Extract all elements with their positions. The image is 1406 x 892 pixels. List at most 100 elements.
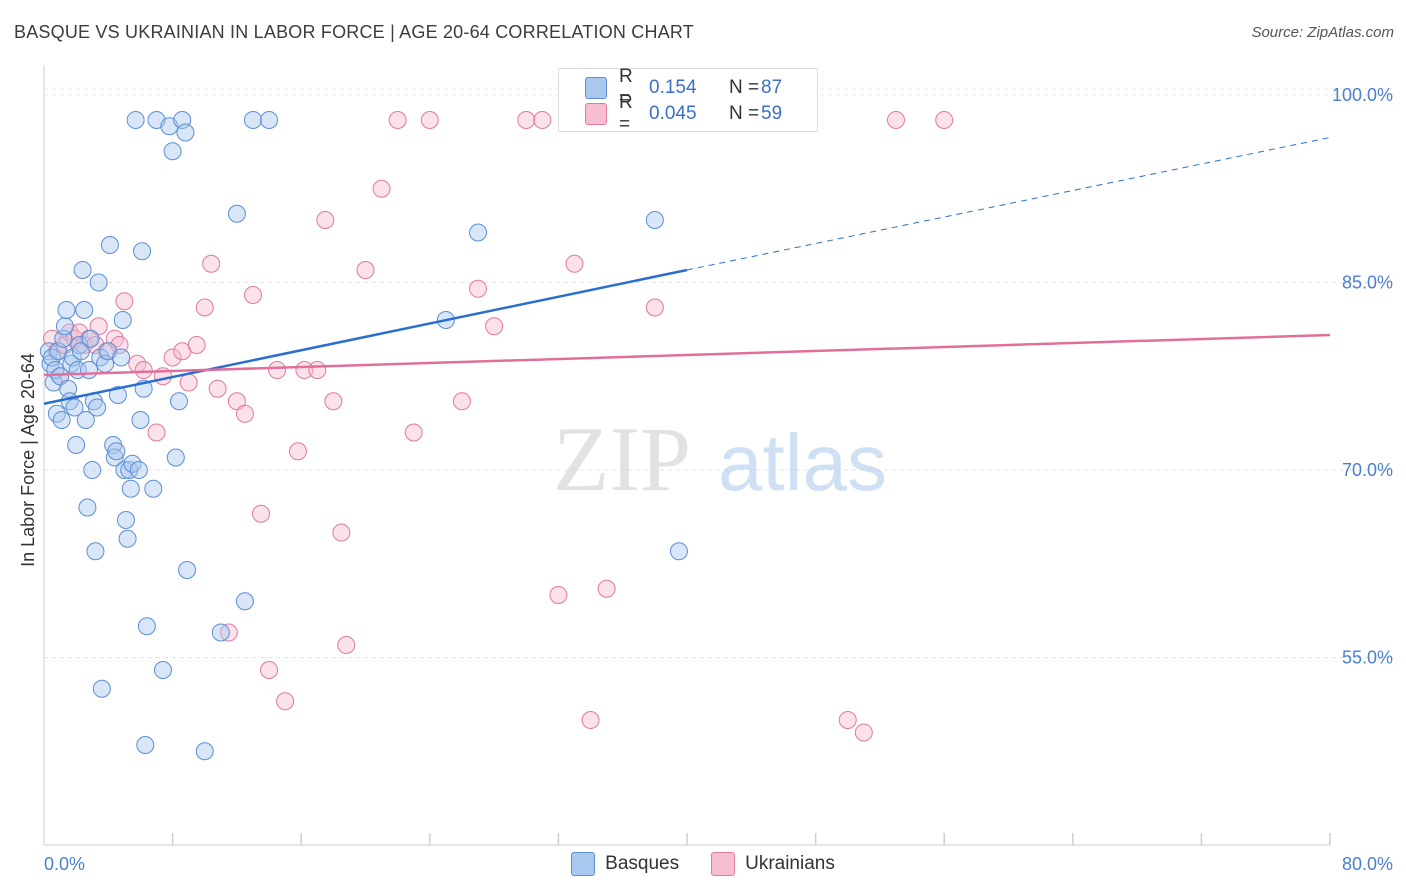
point-ukrainians: [195, 298, 214, 317]
point-basques: [133, 242, 152, 261]
point-ukrainians: [337, 636, 356, 654]
point-ukrainians: [420, 111, 439, 129]
point-ukrainians: [549, 586, 568, 604]
point-basques: [67, 436, 86, 454]
point-ukrainians: [469, 279, 488, 298]
point-ukrainians: [485, 317, 504, 336]
legend-swatch-ukrainians: [711, 852, 736, 876]
legend-r-label: R =: [619, 66, 633, 109]
point-basques: [163, 142, 182, 161]
legend-r-label: R =: [619, 92, 633, 135]
trend-line-basques-extension: [686, 137, 1331, 271]
point-ukrainians: [517, 111, 536, 129]
point-ukrainians: [316, 211, 335, 229]
point-basques: [469, 223, 488, 242]
point-ukrainians: [252, 504, 271, 523]
point-basques: [57, 301, 76, 319]
y-tick-label: 70.0%: [1342, 460, 1393, 480]
watermark: ZIP atlas: [553, 408, 887, 510]
chart-source: Source: ZipAtlas.com: [1251, 24, 1394, 41]
point-basques: [153, 661, 172, 679]
point-basques: [107, 442, 126, 461]
point-ukrainians: [115, 292, 134, 311]
point-basques: [126, 111, 145, 129]
point-basques: [211, 623, 230, 642]
point-basques: [195, 742, 214, 761]
legend-item-basques: Basques: [571, 852, 679, 876]
legend-n-label: N =: [729, 77, 760, 98]
point-basques: [137, 617, 156, 636]
point-basques: [121, 479, 140, 498]
trend-line-ukrainians: [43, 333, 1331, 377]
point-ukrainians: [356, 261, 375, 279]
legend-r-value-ukrainians: 0.045: [649, 103, 697, 124]
point-basques: [235, 592, 254, 611]
point-basques: [176, 123, 195, 142]
point-basques: [243, 111, 262, 129]
point-ukrainians: [134, 361, 153, 379]
tick-labels: 55.0% 70.0% 85.0% 100.0% 0.0% 80.0%: [44, 85, 1393, 874]
point-basques: [83, 461, 102, 479]
legend-n-value-ukrainians: 59: [761, 103, 783, 124]
point-basques: [70, 336, 89, 354]
point-basques: [81, 329, 100, 348]
point-ukrainians: [388, 111, 407, 129]
point-basques: [112, 348, 131, 367]
legend-row-basques: R = 0.154 N = 87: [585, 66, 783, 109]
legend-n-value-basques: 87: [761, 77, 783, 98]
trend-lines: [43, 137, 1331, 405]
point-ukrainians: [179, 373, 198, 392]
point-ukrainians: [404, 423, 423, 442]
point-ukrainians: [187, 336, 206, 354]
point-ukrainians: [565, 254, 584, 273]
point-ukrainians: [276, 692, 295, 711]
legend-item-ukrainians: Ukrainians: [711, 852, 835, 876]
grid-lines: [44, 87, 1395, 658]
legend-swatch-basques: [585, 77, 607, 99]
legend-n-label: N =: [729, 103, 760, 124]
series-basques-points: [39, 111, 688, 761]
point-ukrainians: [332, 523, 351, 542]
point-basques: [52, 411, 71, 429]
point-basques: [645, 211, 664, 229]
point-basques: [166, 448, 185, 467]
axes: [43, 65, 1331, 846]
point-basques: [108, 386, 127, 404]
y-axis-label: In Labor Force | Age 20-64: [18, 353, 38, 567]
point-ukrainians: [581, 711, 600, 729]
point-basques: [178, 561, 197, 579]
point-ukrainians: [235, 404, 254, 423]
watermark-zip: ZIP: [553, 408, 691, 510]
trend-line-basques: [43, 268, 688, 405]
point-basques: [89, 273, 108, 292]
legend-row-ukrainians: R = 0.045 N = 59: [585, 92, 783, 135]
point-basques: [136, 736, 155, 754]
legend-r-value-basques: 0.154: [649, 77, 697, 98]
point-ukrainians: [163, 348, 182, 367]
point-ukrainians: [308, 361, 327, 379]
point-ukrainians: [372, 179, 391, 198]
point-basques: [118, 529, 137, 548]
point-ukrainians: [147, 423, 166, 442]
y-tick-label: 55.0%: [1342, 648, 1393, 668]
point-basques: [71, 342, 90, 361]
point-ukrainians: [452, 392, 471, 411]
point-basques: [116, 511, 135, 529]
point-basques: [92, 679, 111, 698]
point-ukrainians: [288, 442, 307, 461]
point-ukrainians: [260, 661, 279, 679]
point-ukrainians: [324, 392, 343, 411]
point-basques: [88, 398, 107, 417]
point-basques: [47, 404, 66, 423]
point-ukrainians: [533, 111, 552, 129]
point-ukrainians: [597, 579, 616, 598]
point-basques: [100, 236, 119, 254]
point-basques: [144, 479, 163, 498]
point-ukrainians: [243, 286, 262, 304]
x-tick-label: 80.0%: [1342, 854, 1393, 874]
point-basques: [669, 542, 688, 561]
point-basques: [227, 204, 246, 223]
chart-title: BASQUE VS UKRAINIAN IN LABOR FORCE | AGE…: [14, 22, 694, 42]
point-ukrainians: [854, 723, 873, 742]
